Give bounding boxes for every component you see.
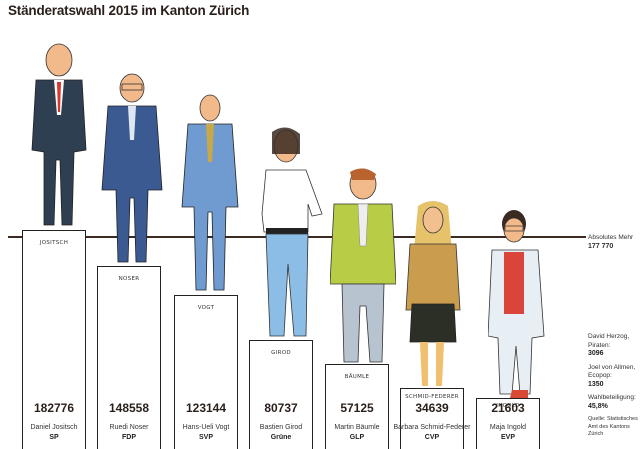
pedestal-noser: NOSER 148558	[97, 266, 161, 449]
candidate-party: GLP	[349, 434, 365, 441]
candidate-name: Bastien Girod	[259, 424, 303, 431]
vote-count: 21603	[491, 401, 525, 415]
side-notes: David Herzog, Piraten: 3096 Joel von All…	[588, 333, 640, 439]
candidate-name: Maja Ingold	[489, 424, 527, 431]
candidate-party: Grüne	[270, 434, 292, 441]
note-value: 3096	[588, 350, 604, 357]
note-value: 45,8%	[588, 402, 608, 410]
absolute-majority-value: 177 770	[588, 243, 614, 250]
candidate-label-jositsch: Daniel Jositsch SP	[4, 423, 104, 443]
note-label: Wahlbeteiligung:	[588, 394, 636, 401]
absolute-majority-label: Absolutes Mehr 177 770	[588, 233, 633, 251]
candidate-label-schmid-federer: Barbara Schmid-Federer CVP	[382, 423, 482, 443]
caricature-schmid-federer	[405, 201, 461, 386]
note-label: David Herzog, Piraten:	[588, 333, 630, 349]
vote-count: 148558	[108, 401, 150, 415]
chart-title: Ständeratswahl 2015 im Kanton Zürich	[8, 3, 250, 18]
candidate-party: EVP	[500, 434, 515, 441]
pedestal-schmid-federer: SCHMID-FEDERER 34639	[400, 388, 464, 449]
pedestal-jositsch: JOSITSCH 182776	[22, 230, 86, 449]
note-von-allmen: Joel von Allmen, Ecopop: 1350	[588, 364, 640, 390]
candidate-party: SVP	[198, 434, 213, 441]
pedestal-vogt: VOGT 123144	[174, 295, 238, 449]
pedestal-girod: GIROD 80737	[249, 340, 313, 449]
caricature-noser	[101, 73, 163, 263]
caricature-girod	[261, 127, 323, 337]
candidate-name: Hans-Ueli Vogt	[182, 424, 230, 431]
vote-count: 57125	[340, 401, 374, 415]
pedestal-baeumle: BÄUMLE 57125	[325, 364, 389, 449]
candidate-party: CVP	[424, 434, 440, 441]
pedestal-label: NOSER	[118, 276, 140, 282]
candidate-label-ingold: Maja Ingold EVP	[458, 423, 558, 443]
caricature-baeumle	[330, 168, 396, 363]
candidate-party: SP	[49, 434, 59, 441]
pedestal-label: INGOLD	[496, 403, 520, 409]
caricature-ingold	[488, 210, 545, 398]
caricature-vogt	[181, 94, 239, 291]
note-turnout: Wahlbeteiligung: 45,8%	[588, 394, 640, 411]
pedestal-label: VOGT	[197, 305, 215, 311]
candidate-label-baeumle: Martin Bäumle GLP	[307, 423, 407, 443]
note-value: 1350	[588, 380, 604, 388]
candidate-label-vogt: Hans-Ueli Vogt SVP	[156, 423, 256, 443]
pedestal-label: JOSITSCH	[39, 240, 69, 246]
pedestal-label: SCHMID-FEDERER	[405, 394, 459, 400]
note-herzog: David Herzog, Piraten: 3096	[588, 333, 640, 359]
vote-count: 34639	[415, 401, 449, 415]
candidate-name: Daniel Jositsch	[30, 424, 78, 431]
vote-count: 123144	[185, 401, 227, 415]
note-label: Joel von Allmen, Ecopop:	[588, 363, 636, 380]
absolute-majority-text: Absolutes Mehr	[588, 234, 634, 241]
pedestal-label: GIROD	[271, 350, 291, 356]
candidate-name: Barbara Schmid-Federer	[393, 424, 471, 431]
caricature-jositsch	[31, 43, 87, 226]
vote-count: 80737	[264, 401, 298, 415]
pedestal-ingold: INGOLD 21603	[476, 398, 540, 449]
source-note: Quelle: Statistisches Amt des Kantons Zü…	[588, 416, 638, 437]
candidate-name: Martin Bäumle	[334, 424, 380, 431]
candidate-label-noser: Ruedi Noser FDP	[79, 423, 179, 443]
pedestal-label: BÄUMLE	[344, 374, 370, 380]
candidate-label-girod: Bastien Girod Grüne	[231, 423, 331, 443]
vote-count: 182776	[33, 401, 75, 415]
candidate-party: FDP	[122, 434, 136, 441]
candidate-name: Ruedi Noser	[109, 424, 149, 431]
